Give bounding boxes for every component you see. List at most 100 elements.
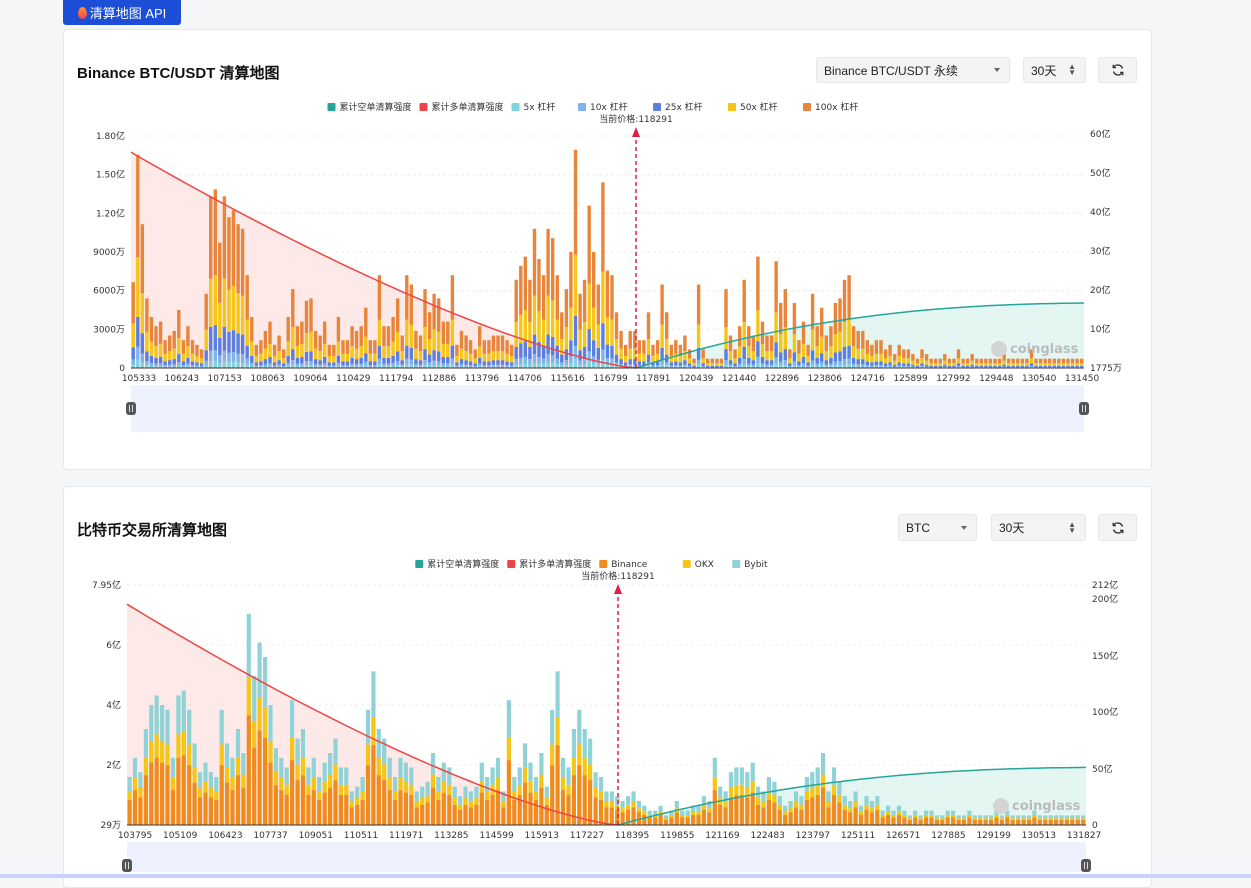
bar-segment	[141, 293, 144, 333]
bar-segment	[209, 351, 212, 361]
bar-segment	[565, 289, 568, 327]
bar-segment	[989, 363, 992, 366]
bar-segment	[601, 272, 604, 324]
bar-segment	[149, 741, 153, 763]
bar-segment	[214, 189, 217, 275]
bar-segment	[159, 322, 162, 344]
bar-segment	[312, 790, 316, 825]
bar-segment	[160, 705, 164, 741]
bar-segment	[651, 366, 654, 367]
bar-segment	[761, 808, 765, 826]
bar-segment	[747, 346, 750, 358]
bar-segment	[442, 363, 445, 366]
bar-segment	[460, 359, 463, 364]
bar-segment	[688, 364, 691, 367]
bar-segment	[734, 785, 738, 795]
bar-segment	[688, 366, 691, 367]
bar-segment	[136, 347, 139, 360]
bar-segment	[277, 360, 280, 365]
bar-segment	[277, 336, 280, 352]
coinglass-watermark: coinglass	[1012, 799, 1081, 814]
bar-segment	[793, 303, 796, 334]
bar-segment	[287, 356, 290, 363]
bar-segment	[205, 294, 208, 330]
bar-segment	[1076, 818, 1080, 820]
bar-segment	[902, 349, 905, 358]
bar-segment	[951, 811, 955, 815]
bar-segment	[1021, 366, 1024, 367]
bar-segment	[891, 815, 895, 818]
bar-segment	[978, 820, 982, 825]
bar-segment	[323, 344, 326, 357]
bar-segment	[884, 366, 887, 367]
bar-segment	[756, 310, 759, 341]
bar-segment	[825, 365, 828, 367]
bar-segment	[702, 366, 705, 367]
bar-segment	[852, 364, 855, 367]
bar-segment	[398, 758, 402, 778]
bar-segment	[706, 363, 709, 366]
bar-segment	[551, 337, 554, 355]
bar-segment	[971, 361, 974, 365]
bar-segment	[919, 820, 923, 825]
bar-segment	[592, 363, 595, 368]
bar-segment	[638, 361, 641, 365]
bar-segment	[241, 788, 245, 825]
bar-segment	[524, 364, 527, 369]
y-left-tick: 6亿	[106, 639, 121, 651]
bar-segment	[436, 791, 440, 800]
bar-segment	[507, 700, 511, 737]
bar-segment	[339, 785, 343, 795]
bar-segment	[601, 349, 604, 360]
bar-segment	[870, 356, 873, 363]
bar-segment	[864, 796, 868, 805]
bar-segment	[852, 346, 855, 358]
bar-segment	[660, 348, 663, 360]
bar-segment	[745, 798, 749, 826]
bar-segment	[200, 349, 203, 358]
bar-segment	[989, 815, 993, 818]
bar-segment	[469, 365, 472, 367]
bar-segment	[902, 811, 906, 815]
bar-segment	[223, 279, 226, 327]
bar-segment	[1075, 359, 1078, 364]
bar-segment	[301, 729, 305, 758]
zoom-slider-handle	[122, 859, 132, 872]
bar-segment	[697, 360, 700, 365]
bar-segment	[740, 785, 744, 795]
bar-segment	[975, 366, 978, 367]
bar-segment	[366, 710, 370, 745]
liquidation-api-button[interactable]: 清算地图 API	[63, 0, 181, 25]
bar-segment	[866, 340, 869, 353]
bar-segment	[774, 357, 777, 363]
bar-segment	[610, 346, 613, 359]
bar-segment	[743, 365, 746, 369]
bar-segment	[317, 791, 321, 800]
bar-segment	[1025, 366, 1028, 367]
current-price-arrow	[632, 127, 640, 137]
bar-segment	[779, 352, 782, 361]
bar-segment	[136, 257, 139, 317]
bar-segment	[546, 229, 549, 296]
bar-segment	[227, 332, 230, 353]
bar-segment	[279, 758, 283, 778]
bar-segment	[350, 802, 354, 808]
bar-segment	[132, 282, 135, 323]
bar-segment	[852, 358, 855, 364]
bar-segment	[861, 349, 864, 359]
bar-segment	[428, 339, 431, 355]
bar-segment	[241, 296, 244, 335]
bar-segment	[811, 350, 814, 360]
bar-segment	[774, 342, 777, 357]
bar-segment	[971, 365, 974, 367]
bar-segment	[861, 364, 864, 366]
bar-segment	[870, 801, 874, 808]
bar-segment	[802, 344, 805, 357]
y-right-tick: 50亿	[1090, 167, 1110, 179]
bar-segment	[665, 312, 668, 339]
bar-segment	[952, 366, 955, 367]
bar-segment	[626, 796, 630, 805]
bar-segment	[319, 360, 322, 365]
bar-segment	[1016, 820, 1020, 825]
